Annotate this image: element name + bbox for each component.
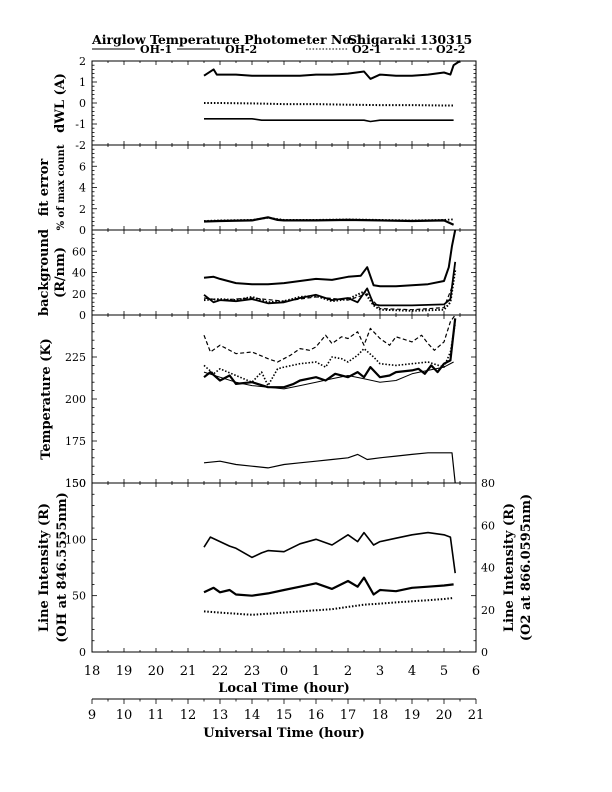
x-ut-tick-label: 9: [88, 708, 96, 723]
y-tick-label: 2: [79, 203, 86, 216]
x-local-tick-label: 21: [180, 664, 197, 679]
y-tick-label: 2: [79, 55, 86, 68]
y-tick-label: 4: [79, 182, 86, 195]
x-ut-tick-label: 11: [148, 708, 165, 723]
series-dwl-oh-2: [204, 118, 454, 123]
x-local-tick-label: 23: [244, 664, 261, 679]
chart-site: Shigaraki: [348, 32, 416, 47]
legend-label-o2-2: O2-2: [436, 43, 465, 56]
x-local-tick-label: 2: [344, 664, 352, 679]
x-local-tick-label: 20: [148, 664, 165, 679]
x-ut-tick-label: 18: [372, 708, 389, 723]
x-local-tick-label: 3: [376, 664, 384, 679]
y-tick-label: 100: [65, 533, 86, 546]
y-tick-label: 60: [72, 245, 86, 258]
series-temp-oh-1: [203, 318, 457, 389]
y-tick-label: -2: [75, 139, 86, 152]
panel-bg: 60 40 20 0 background (R/nm): [37, 229, 477, 322]
y-tick-label: 0: [79, 646, 86, 659]
series-temp-oh-1-lower: [203, 452, 456, 484]
y-tick-label: 175: [65, 435, 86, 448]
x-ut-tick-label: 14: [244, 708, 261, 723]
chart-date-code: 130315: [420, 32, 472, 47]
y-axis-label: dWL (A): [53, 73, 68, 133]
chart-title: Airglow Temperature Photometer No.1: [91, 32, 364, 47]
series-int-o2-1: [203, 596, 454, 616]
x-ut-tick-label: 15: [276, 708, 293, 723]
y-axis-sublabel: (R/nm): [53, 247, 68, 298]
panel-temp: 225 200 175 150 Temperature (K): [39, 314, 477, 490]
y-axis-label: fit error: [37, 159, 52, 217]
y-right-axis-sublabel: (O2 at 866.0595nm): [519, 494, 534, 641]
x-local-tick-label: 4: [408, 664, 416, 679]
x-ut-tick-label: 16: [308, 708, 325, 723]
x-ut-tick-label: 20: [436, 708, 453, 723]
x-ut-tick-label: 10: [116, 708, 133, 723]
series-fit-o2-1: [203, 216, 454, 222]
panel-frame-fit: [91, 144, 477, 231]
y-axis-sublabel: (OH at 846.5555nm): [55, 492, 70, 642]
y-tick-label: -1: [75, 118, 86, 131]
y-tick-label: 200: [65, 393, 86, 406]
panel-frame-temp: [91, 314, 477, 484]
x-ut-tick-label: 19: [404, 708, 421, 723]
y-tick-label: 1: [79, 76, 86, 89]
y-right-tick-label: 80: [481, 477, 495, 490]
series-bg-oh-2: [203, 261, 457, 307]
series-bg-o2-2: [203, 282, 455, 311]
x-ut-tick-label: 21: [468, 708, 485, 723]
x-local-axis-label: Local Time (hour): [218, 681, 350, 696]
y-tick-label: 150: [65, 477, 86, 490]
x-ut-axis-label: Universal Time (hour): [203, 726, 365, 741]
y-tick-label: 6: [79, 160, 86, 173]
y-right-tick-label: 20: [481, 604, 495, 617]
x-local-tick-label: 6: [472, 664, 480, 679]
panel-dwl: 2 1 0 -1 -2 dWL (A): [53, 55, 477, 152]
x-local-tick-label: 22: [212, 664, 229, 679]
x-local-tick-label: 18: [84, 664, 101, 679]
legend-label-oh-1: OH-1: [140, 43, 172, 56]
x-ut-tick-label: 17: [340, 708, 357, 723]
legend-label-oh-2: OH-2: [225, 43, 257, 56]
x-ut-tick-label: 13: [212, 708, 229, 723]
series-int-oh-2: [203, 576, 454, 597]
series-temp-o2-1: [203, 323, 456, 387]
y-axis-label: Temperature (K): [39, 338, 54, 460]
y-right-axis-label: Line Intensity (R): [502, 503, 517, 632]
y-axis-sublabel: % of max count: [56, 144, 67, 230]
x-local-tick-label: 19: [116, 664, 133, 679]
series-temp-o2-2: [203, 314, 456, 363]
panel-frame-int: [91, 482, 477, 653]
y-right-tick-label: 40: [481, 562, 495, 575]
y-tick-label: 225: [65, 351, 86, 364]
legend-label-o2-1: O2-1: [352, 43, 381, 56]
series-dwl-oh-1: [203, 60, 461, 80]
x-local-tick-label: 1: [312, 664, 320, 679]
y-tick-label: 40: [72, 267, 86, 280]
y-tick-label: 150: [65, 477, 86, 490]
series-dwl-o2-1: [204, 102, 454, 107]
x-ut-tick-label: 12: [180, 708, 197, 723]
y-tick-label: 0: [79, 97, 86, 110]
legend: OH-1 OH-2 O2-1 O2-2: [92, 43, 465, 56]
y-tick-label: 0: [79, 309, 86, 322]
series-int-oh-1: [203, 531, 456, 574]
series-temp-oh-2: [203, 361, 454, 390]
y-right-tick-label: 60: [481, 519, 495, 532]
y-axis-label: background: [37, 229, 52, 316]
panel-fit: 6 4 2 0 fit error % of max count: [37, 144, 477, 237]
x-local-tick-label: 5: [440, 664, 448, 679]
y-tick-label: 20: [72, 288, 86, 301]
y-tick-label: 50: [72, 590, 86, 603]
y-right-tick-label: 0: [481, 646, 488, 659]
x-local-tick-label: 0: [280, 664, 288, 679]
y-axis-label: Line Intensity (R): [37, 503, 52, 632]
panel-frame-dwl: [91, 60, 477, 146]
series-bg-oh-1: [203, 229, 457, 288]
y-tick-label: 0: [79, 224, 86, 237]
